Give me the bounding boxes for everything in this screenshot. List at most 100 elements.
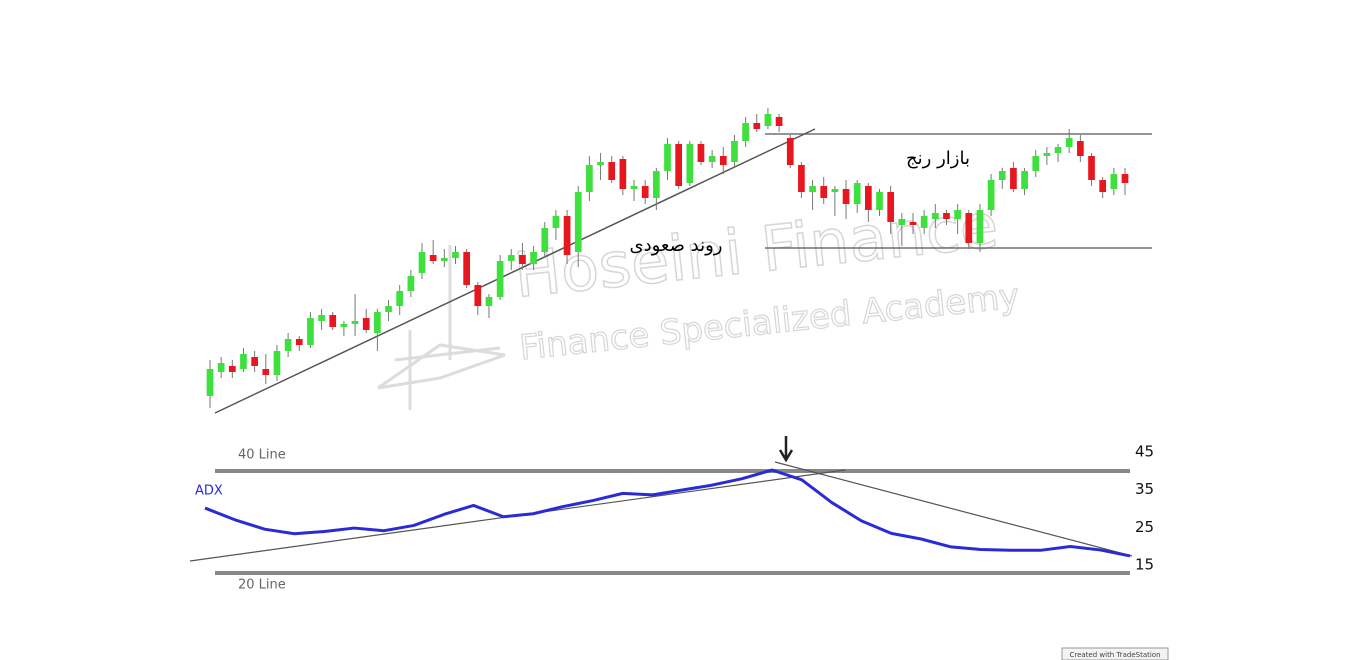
- candle-body: [820, 186, 828, 198]
- candle-body: [1010, 168, 1017, 189]
- candle-body: [1099, 180, 1107, 192]
- candle-body: [987, 180, 995, 210]
- level-label: 20 Line: [238, 578, 286, 593]
- candle-body: [1088, 156, 1095, 180]
- footer: Created with TradeStation: [1069, 651, 1160, 659]
- legend-label: ADX: [195, 484, 223, 499]
- candle-body: [876, 192, 883, 210]
- candle-body: [1110, 174, 1118, 189]
- candle-body: [775, 117, 783, 126]
- watermark-logo: [377, 245, 506, 410]
- candle-body: [318, 315, 325, 321]
- candle-body: [664, 144, 671, 171]
- candle-body: [1077, 141, 1084, 156]
- annotation: روند صعودی: [630, 235, 723, 256]
- footer-box: [1061, 647, 1169, 660]
- candle-body: [429, 255, 437, 261]
- arrow: [778, 436, 794, 463]
- candle-body: [284, 339, 292, 351]
- candle-body: [485, 297, 493, 306]
- candle-body: [396, 291, 404, 306]
- candle-body: [842, 189, 850, 204]
- candle-body: [943, 213, 950, 219]
- candle-body: [686, 144, 694, 183]
- candle-body: [831, 189, 839, 192]
- candle-body: [675, 144, 683, 186]
- trend-line: [774, 461, 1133, 557]
- candle-body: [519, 255, 526, 264]
- candle-body: [541, 228, 549, 252]
- candle-body: [273, 351, 281, 375]
- candle-body: [998, 171, 1006, 180]
- candle-body: [619, 159, 627, 189]
- candle-body: [228, 366, 236, 372]
- candle-body: [909, 222, 917, 225]
- candle-body: [574, 192, 582, 252]
- candle-body: [608, 162, 616, 180]
- adx-line: [204, 468, 1131, 558]
- candle-body: [474, 285, 482, 306]
- candle-body: [507, 255, 515, 261]
- candle-body: [597, 162, 604, 165]
- candle-body: [351, 321, 359, 324]
- candle-body: [530, 252, 537, 264]
- candle-body: [452, 252, 459, 258]
- candle-body: [463, 252, 470, 285]
- candle-body: [1121, 174, 1129, 183]
- y-tick-label: 25: [1135, 518, 1154, 536]
- candles: [206, 108, 1129, 408]
- candle-body: [1054, 147, 1062, 153]
- candle-body: [1021, 171, 1028, 189]
- candle-body: [976, 210, 984, 243]
- candle-body: [798, 165, 805, 192]
- candle-body: [853, 183, 861, 204]
- candle-body: [731, 141, 738, 162]
- y-tick-label: 15: [1135, 556, 1154, 574]
- annotation: بازار رنج: [906, 148, 970, 169]
- candle-body: [630, 186, 638, 189]
- level-label: 40 Line: [238, 448, 286, 463]
- y-tick-label: 35: [1135, 480, 1154, 498]
- candle-body: [753, 123, 761, 129]
- candle-body: [708, 156, 716, 162]
- candle-body: [809, 186, 816, 192]
- candle-body: [217, 363, 225, 372]
- candle-body: [786, 138, 794, 165]
- candle-body: [1043, 153, 1051, 156]
- candle-body: [262, 369, 270, 375]
- candle-body: [563, 216, 571, 255]
- candle-body: [1032, 156, 1040, 171]
- candle-body: [954, 210, 961, 219]
- candle-body: [240, 354, 247, 369]
- candle-body: [719, 156, 727, 165]
- candle-body: [440, 258, 448, 261]
- candle-body: [1065, 138, 1073, 147]
- candle-body: [898, 219, 906, 225]
- candle-body: [329, 315, 337, 327]
- candle-body: [931, 213, 939, 219]
- candle-body: [251, 357, 258, 366]
- trend-line: [214, 128, 816, 414]
- candle-body: [652, 171, 660, 198]
- candle-body: [206, 369, 214, 396]
- y-tick-label: 45: [1135, 442, 1154, 460]
- candle-body: [340, 324, 348, 327]
- candle-body: [586, 165, 593, 192]
- candle-body: [742, 123, 749, 141]
- candle-body: [764, 114, 772, 126]
- candle-body: [552, 216, 560, 228]
- candle-body: [697, 144, 705, 162]
- candle-body: [418, 252, 426, 273]
- candle-body: [887, 192, 895, 222]
- candle-body: [307, 318, 314, 345]
- candle-body: [295, 339, 303, 345]
- candle-body: [496, 261, 504, 297]
- candle-body: [374, 312, 381, 333]
- candle-body: [385, 306, 392, 312]
- candle-body: [362, 318, 370, 330]
- adx-panel: 45 35 25 15: [204, 442, 1154, 574]
- candle-body: [407, 276, 415, 291]
- candle-body: [865, 186, 872, 210]
- candle-body: [965, 213, 973, 243]
